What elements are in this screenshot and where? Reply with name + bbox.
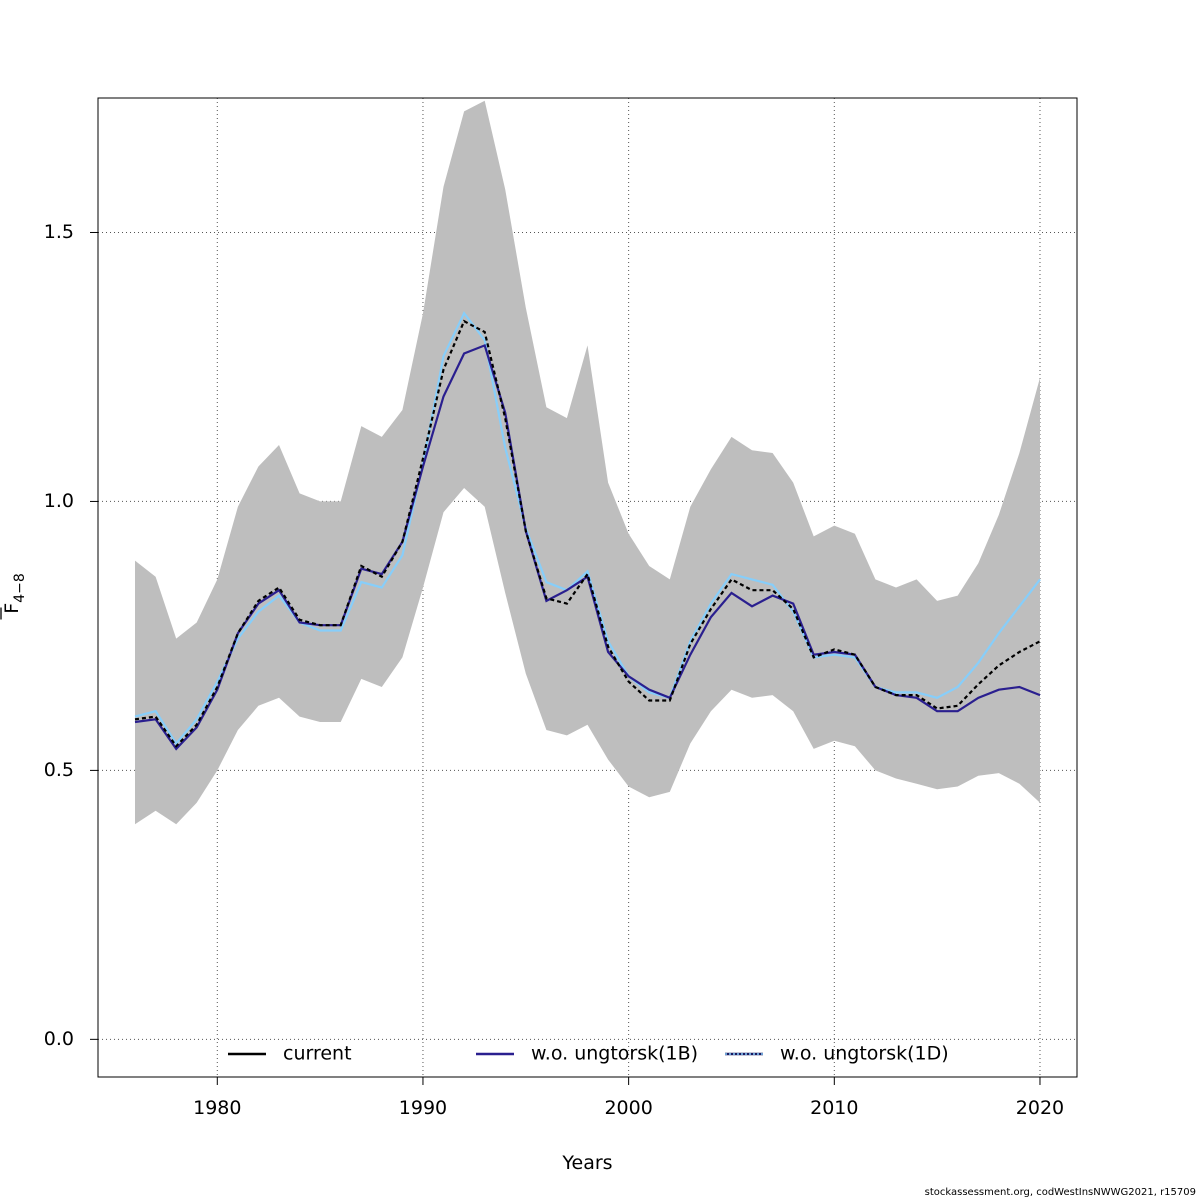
y-axis: 0.0 0.5 1.0 1.5 <box>44 221 98 1050</box>
x-tick-label-4: 2020 <box>1016 1097 1064 1119</box>
y-tick-label-3: 1.5 <box>44 221 74 243</box>
y-tick-label-0: 0.0 <box>44 1028 74 1050</box>
series-line-current <box>134 319 1041 748</box>
y-axis-title-main: F <box>1 603 23 614</box>
series-line-ungtorsk-1d <box>134 311 1041 746</box>
legend-label-2: w.o. ungtorsk(1D) <box>780 1043 949 1065</box>
confidence-band-layer <box>135 100 1040 825</box>
y-tick-label-2: 1.0 <box>44 490 74 512</box>
legend-label-1: w.o. ungtorsk(1B) <box>531 1043 698 1065</box>
y-axis-title: F4−8 <box>0 573 28 620</box>
x-axis-title: Years <box>561 1152 612 1174</box>
x-tick-label-0: 1980 <box>193 1097 241 1119</box>
y-axis-title-subscript: 4−8 <box>12 573 28 603</box>
x-tick-label-1: 1990 <box>399 1097 447 1119</box>
confidence-band <box>135 100 1040 825</box>
legend-label-0: current <box>283 1043 352 1065</box>
footer-credit: stockassessment.org, codWestInsNWWG2021,… <box>924 1187 1196 1198</box>
series-lines <box>134 311 1041 751</box>
y-axis-title-text: F4−8 <box>1 573 28 613</box>
legend: current w.o. ungtorsk(1B) w.o. ungtorsk(1D… <box>228 1043 949 1065</box>
plot-frame <box>97 97 1078 1078</box>
x-axis: 1980 1990 2000 2010 2020 <box>193 1077 1064 1119</box>
x-tick-label-2: 2000 <box>604 1097 652 1119</box>
x-tick-label-3: 2010 <box>810 1097 858 1119</box>
y-tick-label-1: 0.5 <box>44 759 74 781</box>
